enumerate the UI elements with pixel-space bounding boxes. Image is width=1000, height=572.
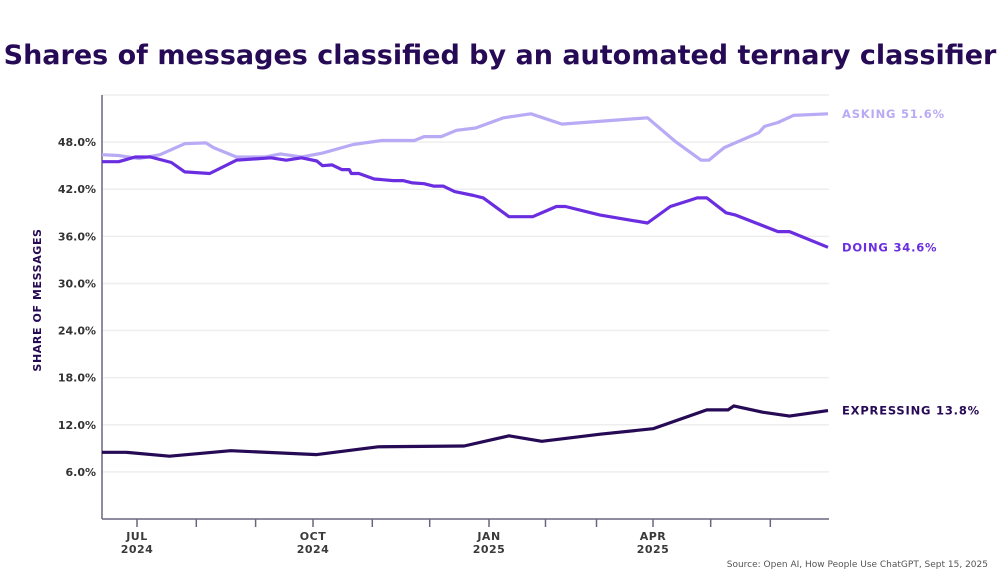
series-line-expressing	[102, 404, 829, 458]
y-tick-label: 6.0%	[65, 466, 96, 479]
y-axis-label: SHARE OF MESSAGES	[31, 228, 44, 371]
source-note: Source: Open AI, How People Use ChatGPT,…	[727, 560, 988, 570]
x-tick-month: APR	[640, 530, 667, 543]
y-tick-label: 24.0%	[58, 325, 96, 338]
y-tick-label: 48.0%	[58, 136, 96, 149]
series-line-asking	[101, 112, 829, 162]
y-tick-label: 18.0%	[58, 372, 96, 385]
x-tick-month: OCT	[300, 530, 326, 543]
x-tick-month: JUL	[125, 530, 148, 543]
series-line-doing	[102, 155, 829, 249]
y-tick-label: 42.0%	[58, 183, 96, 196]
series-label-expressing: EXPRESSING 13.8%	[842, 404, 980, 418]
y-tick-label: 36.0%	[58, 230, 96, 243]
y-tick-label: 12.0%	[58, 419, 96, 432]
series-label-doing: DOING 34.6%	[842, 240, 937, 254]
x-tick-month: JAN	[476, 530, 500, 543]
series-lines: ASKING 51.6% DOING 34.6% EXPRESSING 13.8%	[101, 107, 980, 458]
x-tick-year: 2025	[637, 543, 670, 556]
x-tick-year: 2025	[473, 543, 506, 556]
y-axis-ticks: 6.0% 12.0% 18.0% 24.0% 30.0% 36.0% 42.0% 48.0%	[58, 136, 96, 479]
x-tick-year: 2024	[121, 543, 154, 556]
y-tick-label: 30.0%	[58, 277, 96, 290]
gridlines	[102, 94, 829, 473]
series-label-asking: ASKING 51.6%	[842, 107, 945, 121]
x-tick-year: 2024	[297, 543, 330, 556]
chart-title: Shares of messages classified by an auto…	[4, 40, 997, 71]
